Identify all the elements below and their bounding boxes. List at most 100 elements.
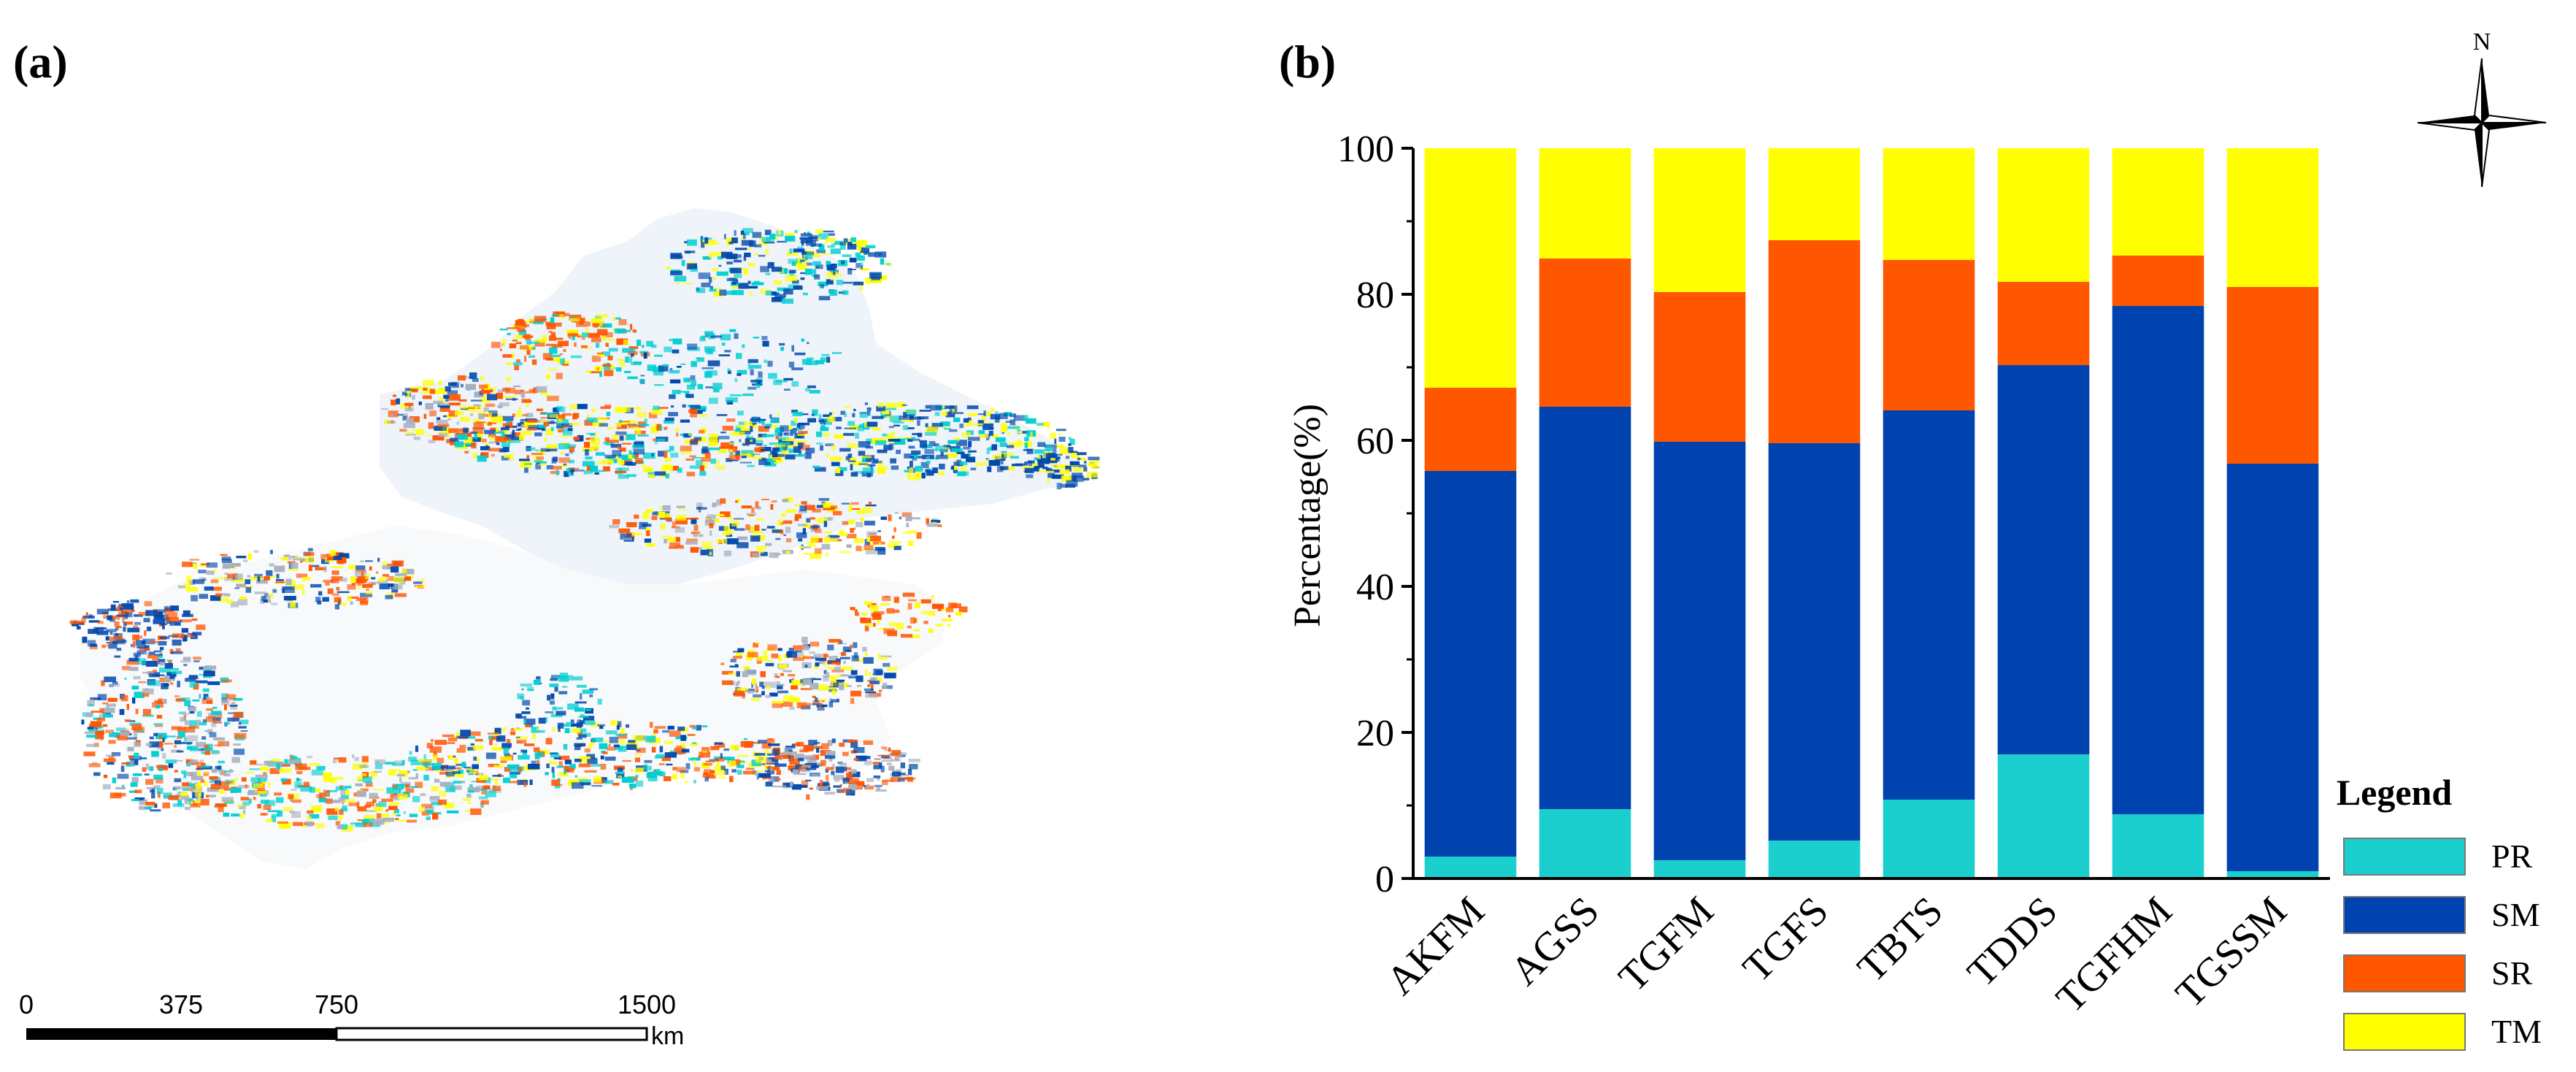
map-patch bbox=[659, 771, 666, 777]
map-patch bbox=[218, 806, 224, 813]
map-patch bbox=[805, 240, 810, 242]
map-patch bbox=[764, 650, 767, 657]
map-patch bbox=[193, 660, 200, 662]
map-patch bbox=[831, 243, 836, 248]
map-patch bbox=[206, 795, 209, 798]
map-patch bbox=[269, 563, 274, 567]
map-patch bbox=[153, 650, 162, 653]
map-patch bbox=[382, 817, 395, 822]
map-patch bbox=[830, 456, 843, 462]
map-patch bbox=[335, 786, 347, 791]
map-patch bbox=[793, 285, 803, 290]
map-patch bbox=[439, 405, 450, 409]
map-patch bbox=[582, 461, 595, 467]
map-patch bbox=[385, 813, 390, 818]
map-patch bbox=[854, 659, 864, 662]
map-patch bbox=[429, 796, 439, 802]
map-patch bbox=[901, 404, 907, 406]
map-patch bbox=[109, 631, 113, 635]
map-patch bbox=[482, 777, 491, 784]
map-patch bbox=[646, 543, 655, 547]
map-patch bbox=[524, 463, 532, 465]
map-patch bbox=[961, 453, 969, 459]
map-patch bbox=[921, 472, 926, 479]
map-patch bbox=[394, 593, 407, 597]
map-patch bbox=[615, 771, 625, 774]
map-patch bbox=[676, 746, 683, 749]
map-patch bbox=[596, 329, 608, 335]
map-patch bbox=[646, 340, 653, 347]
map-patch bbox=[872, 427, 882, 431]
map-patch bbox=[713, 291, 723, 297]
map-patch bbox=[940, 452, 944, 456]
map-patch bbox=[192, 699, 200, 702]
map-patch bbox=[292, 584, 304, 590]
map-patch bbox=[326, 789, 338, 792]
map-patch bbox=[551, 344, 556, 349]
map-patch bbox=[764, 445, 767, 447]
map-patch bbox=[83, 751, 96, 757]
map-patch bbox=[676, 515, 686, 521]
map-patch bbox=[692, 456, 701, 459]
map-patch bbox=[182, 610, 191, 616]
map-patch bbox=[704, 769, 711, 775]
map-patch bbox=[184, 583, 191, 589]
map-patch bbox=[901, 512, 912, 517]
map-patch bbox=[842, 281, 853, 284]
map-patch bbox=[423, 762, 434, 766]
map-patch bbox=[618, 746, 627, 752]
map-patch bbox=[294, 556, 303, 559]
map-patch bbox=[789, 248, 793, 254]
map-patch bbox=[520, 421, 524, 425]
map-patch bbox=[814, 275, 820, 280]
bar-tgssm-sm bbox=[2226, 464, 2319, 871]
map-patch bbox=[756, 443, 763, 446]
map-patch bbox=[797, 524, 807, 527]
map-patch bbox=[789, 679, 793, 684]
map-patch bbox=[144, 773, 150, 776]
map-patch bbox=[739, 439, 742, 443]
map-patch bbox=[1084, 459, 1088, 461]
map-patch bbox=[764, 242, 775, 244]
map-patch bbox=[531, 453, 543, 456]
map-patch bbox=[810, 536, 819, 543]
map-patch bbox=[701, 747, 710, 754]
map-patch bbox=[1000, 461, 1004, 464]
map-patch bbox=[134, 742, 141, 747]
map-patch bbox=[709, 530, 712, 536]
map-patch bbox=[904, 414, 915, 416]
map-patch bbox=[971, 423, 983, 426]
map-patch bbox=[849, 257, 857, 263]
legend-title: Legend bbox=[2337, 772, 2453, 813]
map-patch bbox=[550, 753, 560, 758]
map-patch bbox=[722, 670, 734, 675]
map-patch bbox=[361, 571, 364, 577]
map-patch bbox=[152, 674, 165, 676]
map-patch bbox=[828, 535, 840, 538]
map-patch bbox=[355, 783, 364, 786]
map-patch bbox=[474, 406, 478, 412]
map-patch bbox=[531, 727, 539, 733]
map-patch bbox=[729, 443, 734, 445]
map-patch bbox=[279, 768, 292, 773]
map-patch bbox=[302, 577, 311, 581]
map-patch bbox=[81, 719, 85, 725]
map-patch bbox=[326, 799, 333, 804]
map-patch bbox=[877, 402, 884, 407]
map-patch bbox=[726, 515, 733, 520]
map-patch bbox=[691, 532, 701, 534]
map-patch bbox=[635, 780, 644, 787]
map-patch bbox=[761, 529, 766, 531]
map-patch bbox=[918, 417, 924, 420]
map-patch bbox=[953, 417, 961, 422]
map-patch bbox=[458, 410, 464, 416]
map-patch bbox=[740, 428, 751, 432]
map-patch bbox=[127, 746, 134, 751]
map-patch bbox=[1017, 440, 1022, 445]
map-patch bbox=[749, 422, 757, 425]
map-patch bbox=[517, 328, 526, 332]
map-patch bbox=[850, 237, 856, 242]
map-patch bbox=[689, 455, 696, 457]
map-patch bbox=[231, 702, 236, 704]
map-patch bbox=[785, 538, 792, 543]
